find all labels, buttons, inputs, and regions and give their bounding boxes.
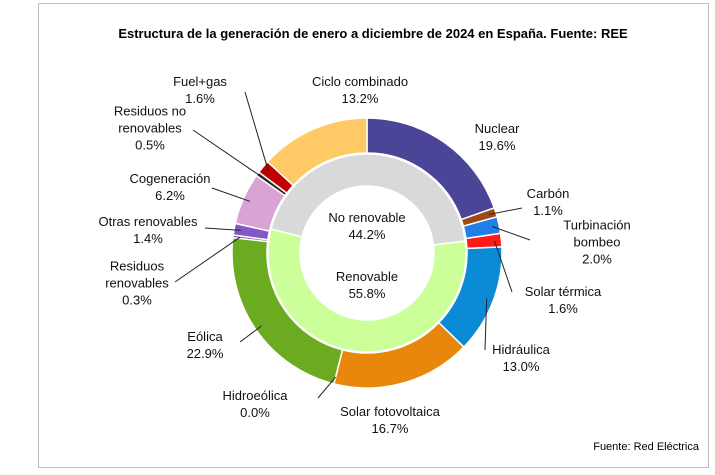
leader-line: [239, 325, 262, 343]
label-text: 1.6%: [548, 301, 578, 316]
slice-label: Solar térmica 1.6%: [525, 283, 602, 317]
label-text: 2.0%: [582, 251, 612, 267]
slice-label: Carbón 1.1%: [527, 185, 570, 219]
leader-line: [492, 226, 531, 241]
label-text: 13.2%: [341, 91, 379, 106]
label-text: 1.1%: [533, 203, 563, 218]
leader-line: [174, 236, 241, 283]
label-text: 22.9%: [186, 346, 224, 361]
label-text: Hidráulica: [492, 342, 550, 357]
label-text: 19.6%: [478, 138, 516, 153]
slice-label: Residuos no renovables 0.5%: [103, 103, 198, 154]
donut-slice: [267, 228, 467, 353]
label-text: Otras renovables: [98, 214, 198, 229]
slice-label: Cogeneración 6.2%: [130, 170, 211, 204]
slice-label: Nuclear 19.6%: [475, 120, 520, 154]
label-text: Cogeneración: [129, 171, 211, 186]
label-text: 0.5%: [135, 137, 165, 153]
label-text: Residuos renovables: [105, 258, 169, 291]
slice-label: Fuel+gas 1.6%: [173, 73, 227, 107]
donut-slice: [270, 153, 467, 246]
label-text: Hidroeólica: [222, 388, 288, 403]
label-text: Solar fotovoltaica: [340, 404, 440, 419]
leader-line: [484, 298, 488, 351]
inner-label: Renovable 55.8%: [336, 268, 398, 302]
chart-title: Estructura de la generación de enero a d…: [118, 26, 628, 41]
label-text: 1.4%: [133, 231, 163, 246]
slice-label: Ciclo combinado 13.2%: [312, 73, 408, 107]
label-text: Ciclo combinado: [311, 74, 409, 89]
donut-slice: [266, 117, 368, 187]
leader-line: [317, 376, 336, 399]
slice-label: Residuos renovables 0.3%: [92, 258, 182, 309]
leader-line: [192, 129, 264, 179]
slice-label: Hidroeólica 0.0%: [222, 387, 287, 421]
label-text: No renovable: [328, 210, 406, 225]
slice-label: Hidráulica 13.0%: [492, 341, 550, 375]
label-text: 1.6%: [185, 91, 215, 106]
label-text: 16.7%: [371, 421, 409, 436]
slice-label: Solar fotovoltaica 16.7%: [340, 403, 440, 437]
slice-label: Otras renovables 1.4%: [99, 213, 198, 247]
label-text: Renovable: [335, 269, 399, 284]
leader-line: [488, 207, 523, 215]
inner-label: No renovable 44.2%: [328, 209, 405, 243]
label-text: 13.0%: [502, 359, 540, 374]
label-text: Solar térmica: [524, 284, 602, 299]
label-text: Carbón: [526, 186, 570, 201]
label-text: 6.2%: [155, 188, 185, 203]
leader-line: [244, 91, 269, 172]
label-text: Fuel+gas: [173, 74, 227, 89]
label-text: 0.0%: [240, 405, 270, 420]
slice-label: Eólica 22.9%: [187, 328, 224, 362]
source-note: Fuente: Red Eléctrica: [593, 441, 699, 453]
leader-line: [204, 227, 242, 231]
label-text: Eólica: [187, 329, 223, 344]
leader-line: [493, 240, 513, 293]
label-text: Residuos no renovables: [113, 103, 187, 136]
leader-line: [211, 187, 251, 202]
chart-frame: [38, 3, 709, 468]
slice-label: Turbinación bombeo 2.0%: [538, 217, 656, 268]
label-text: 55.8%: [348, 286, 386, 301]
label-text: 0.3%: [122, 292, 152, 308]
label-text: 44.2%: [348, 227, 386, 242]
label-text: Turbinación bombeo: [563, 217, 631, 250]
label-text: Nuclear: [474, 121, 520, 136]
